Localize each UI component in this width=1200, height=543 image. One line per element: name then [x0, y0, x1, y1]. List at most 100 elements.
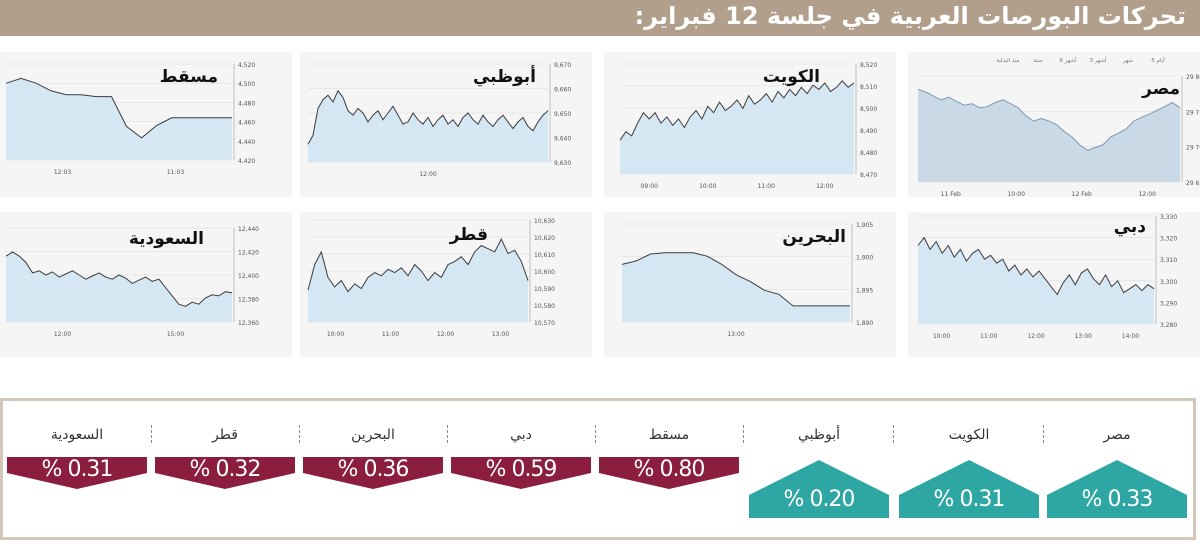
- divider: [893, 425, 894, 443]
- y-tick-label: 4,520: [238, 62, 255, 69]
- index-change-summary: السعودية % 0.31 قطر % 0.32 البحرين % 0.36 دبي%…: [0, 398, 1196, 540]
- series-area: [622, 252, 850, 322]
- x-tick-label: 12:03: [54, 169, 71, 176]
- series-line: [621, 252, 850, 307]
- chart-egypt: 29 800 29 750 29 700 29 650 11 Feb 10:00 12 Fe…: [917, 56, 1200, 198]
- y-tick-label: 9,630: [554, 160, 571, 167]
- chart-panel-qatar: 10,630 10,620 10,610 10,600 10,590 10,580 10,5…: [300, 212, 592, 357]
- chart-saudi: 12,440 12,420 12,400 12,380 12,360 12:00 15:00…: [5, 226, 259, 338]
- divider: [151, 425, 152, 443]
- x-tick-label: 10:00: [1008, 191, 1025, 198]
- y-tick-label: 4,480: [238, 100, 255, 107]
- change-bahrain: البحرين % 0.36: [303, 427, 443, 527]
- change-value: % 0.20: [783, 487, 856, 512]
- y-tick-label: 12,440: [238, 226, 259, 233]
- series-line: [307, 237, 529, 293]
- series-line: [917, 236, 1155, 296]
- x-tick-label: 13:00: [727, 331, 744, 338]
- chart-panel-abudhabi: 9,670 9,660 9,650 9,640 9,630 12:00 أبوظبي: [300, 52, 592, 197]
- series-area: [620, 80, 854, 174]
- change-label: الكويت: [948, 427, 990, 443]
- y-tick-label: 29 650: [1186, 180, 1200, 187]
- y-tick-label: 8,500: [860, 106, 877, 113]
- x-tick-label: 13:00: [492, 331, 509, 338]
- series-area: [6, 252, 232, 322]
- y-tick-label: 8,510: [860, 84, 877, 91]
- y-tick-label: 4,460: [238, 120, 255, 127]
- y-tick-label: 12,420: [238, 250, 259, 257]
- y-tick-label: 9,640: [554, 136, 571, 143]
- down-arrow-shape: [451, 457, 591, 489]
- change-arrow: [7, 457, 147, 489]
- y-tick-label: 3,280: [1160, 322, 1177, 329]
- y-tick-label: 1,895: [856, 287, 873, 294]
- divider: [299, 425, 300, 443]
- range-tab: منذ البداية: [997, 58, 1020, 64]
- change-value: % 0.80: [633, 457, 706, 482]
- change-arrow: [899, 460, 1039, 518]
- chart-panel-saudi: 12,440 12,420 12,400 12,380 12,360 12:00 15:00…: [0, 212, 292, 357]
- x-tick-label: 12 Feb: [1072, 191, 1092, 198]
- x-tick-label: 12:00: [1027, 333, 1044, 340]
- range-tab: 3 أشهر: [1090, 56, 1107, 64]
- y-tick-label: 3,300: [1160, 279, 1177, 286]
- range-tab: 5 أيام: [1151, 56, 1165, 64]
- y-tick-label: 4,440: [238, 139, 255, 146]
- change-arrow: [749, 460, 889, 518]
- change-value: % 0.36: [337, 457, 410, 482]
- range-tab: شهر: [1122, 58, 1134, 64]
- up-arrow-shape: [899, 460, 1039, 518]
- chart-dubai: 3,330 3,320 3,310 3,300 3,290 3,280 10:00 11:00…: [917, 214, 1177, 340]
- x-tick-label: 12:00: [419, 171, 436, 178]
- chart-panel-kuwait: 8,520 8,510 8,500 8,490 8,480 8,470 09:00 10:00…: [604, 52, 896, 197]
- y-tick-label: 4,420: [238, 158, 255, 165]
- down-arrow-shape: [7, 457, 147, 489]
- x-tick-label: 12:00: [437, 331, 454, 338]
- change-value: % 0.32: [189, 457, 262, 482]
- y-tick-label: 12,380: [238, 297, 259, 304]
- series-area: [918, 89, 1180, 182]
- y-tick-label: 12,360: [238, 320, 259, 327]
- x-tick-label: 10:00: [933, 333, 950, 340]
- header-bar: [0, 0, 1200, 36]
- chart-muscat: 4,520 4,500 4,480 4,460 4,440 4,420 12:03 11:03…: [5, 62, 255, 176]
- y-tick-label: 1,890: [856, 320, 873, 327]
- down-arrow-shape: [155, 457, 295, 489]
- x-tick-label: 12:00: [816, 183, 833, 190]
- y-tick-label: 1,900: [856, 255, 873, 262]
- y-tick-label: 29 700: [1186, 145, 1200, 152]
- x-tick-label: 11:00: [758, 183, 775, 190]
- chart-title: أبوظبي: [473, 65, 536, 87]
- change-label: مسقط: [648, 427, 690, 443]
- x-tick-label: 11:00: [382, 331, 399, 338]
- series-line: [619, 80, 855, 141]
- y-tick-label: 10,570: [534, 320, 555, 327]
- down-arrow-shape: [303, 457, 443, 489]
- y-tick-label: 3,320: [1160, 236, 1177, 243]
- change-muscat: مسقط % 0.80: [599, 427, 739, 527]
- y-tick-label: 3,310: [1160, 257, 1177, 264]
- change-label: السعودية: [50, 427, 104, 443]
- down-arrow-shape: [599, 457, 739, 489]
- chart-title: مسقط: [160, 67, 218, 87]
- y-tick-label: 29 800: [1186, 74, 1200, 81]
- series-area: [6, 78, 232, 160]
- series-line: [307, 89, 549, 145]
- change-value: % 0.31: [933, 487, 1006, 512]
- y-tick-label: 8,470: [860, 172, 877, 179]
- chart-abudhabi: 9,670 9,660 9,650 9,640 9,630 12:00 أبوظبي: [307, 62, 571, 178]
- y-tick-label: 10,590: [534, 286, 555, 293]
- x-tick-label: 14:00: [1122, 333, 1139, 340]
- divider: [1043, 425, 1044, 443]
- x-tick-label: 13:00: [1075, 333, 1092, 340]
- divider: [447, 425, 448, 443]
- change-label: قطر: [212, 427, 238, 443]
- up-arrow-shape: [749, 460, 889, 518]
- chart-title: مصر: [1141, 79, 1180, 99]
- divider: [595, 425, 596, 443]
- y-tick-label: 9,650: [554, 111, 571, 118]
- change-dubai: دبي % 0.59: [451, 427, 591, 527]
- y-tick-label: 8,480: [860, 150, 877, 157]
- divider: [743, 425, 744, 443]
- range-tab: سنة: [1033, 58, 1043, 64]
